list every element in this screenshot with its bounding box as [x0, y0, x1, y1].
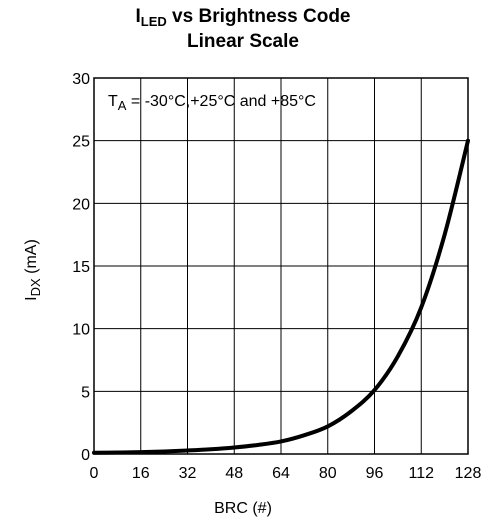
grid-lines — [93, 77, 469, 455]
series-line — [92, 138, 470, 455]
x-axis-label: BRC (#) — [214, 500, 272, 517]
y-tick-label: 5 — [81, 384, 90, 401]
y-tick-label: 15 — [72, 259, 90, 276]
x-tick-label: 96 — [366, 465, 384, 482]
y-axis-label: IDX (mA) — [23, 239, 43, 301]
temperature-annotation: TA = -30°C,+25°C and +85°C — [108, 93, 316, 113]
chart-title: ILED vs Brightness Code — [135, 6, 351, 29]
x-tick-label: 16 — [132, 465, 150, 482]
x-tick-label: 48 — [225, 465, 243, 482]
plot-frame — [93, 77, 469, 455]
chart-subtitle: Linear Scale — [187, 31, 299, 52]
y-tick-label: 0 — [81, 447, 90, 464]
x-tick-label: 32 — [179, 465, 197, 482]
x-tick-label: 112 — [408, 465, 434, 482]
series-group — [92, 138, 470, 455]
x-tick-label: 80 — [319, 465, 337, 482]
y-tick-label: 30 — [72, 71, 90, 88]
y-tick-label: 25 — [72, 134, 90, 151]
y-tick-label: 10 — [72, 322, 90, 339]
x-tick-label: 0 — [90, 465, 99, 482]
y-tick-label: 20 — [72, 196, 90, 213]
x-tick-label: 128 — [455, 465, 482, 482]
x-tick-label: 64 — [272, 465, 290, 482]
tick-labels: 0 16 32 48 64 80 96 112 128 0 5 10 15 20 25 30 — [72, 71, 481, 482]
